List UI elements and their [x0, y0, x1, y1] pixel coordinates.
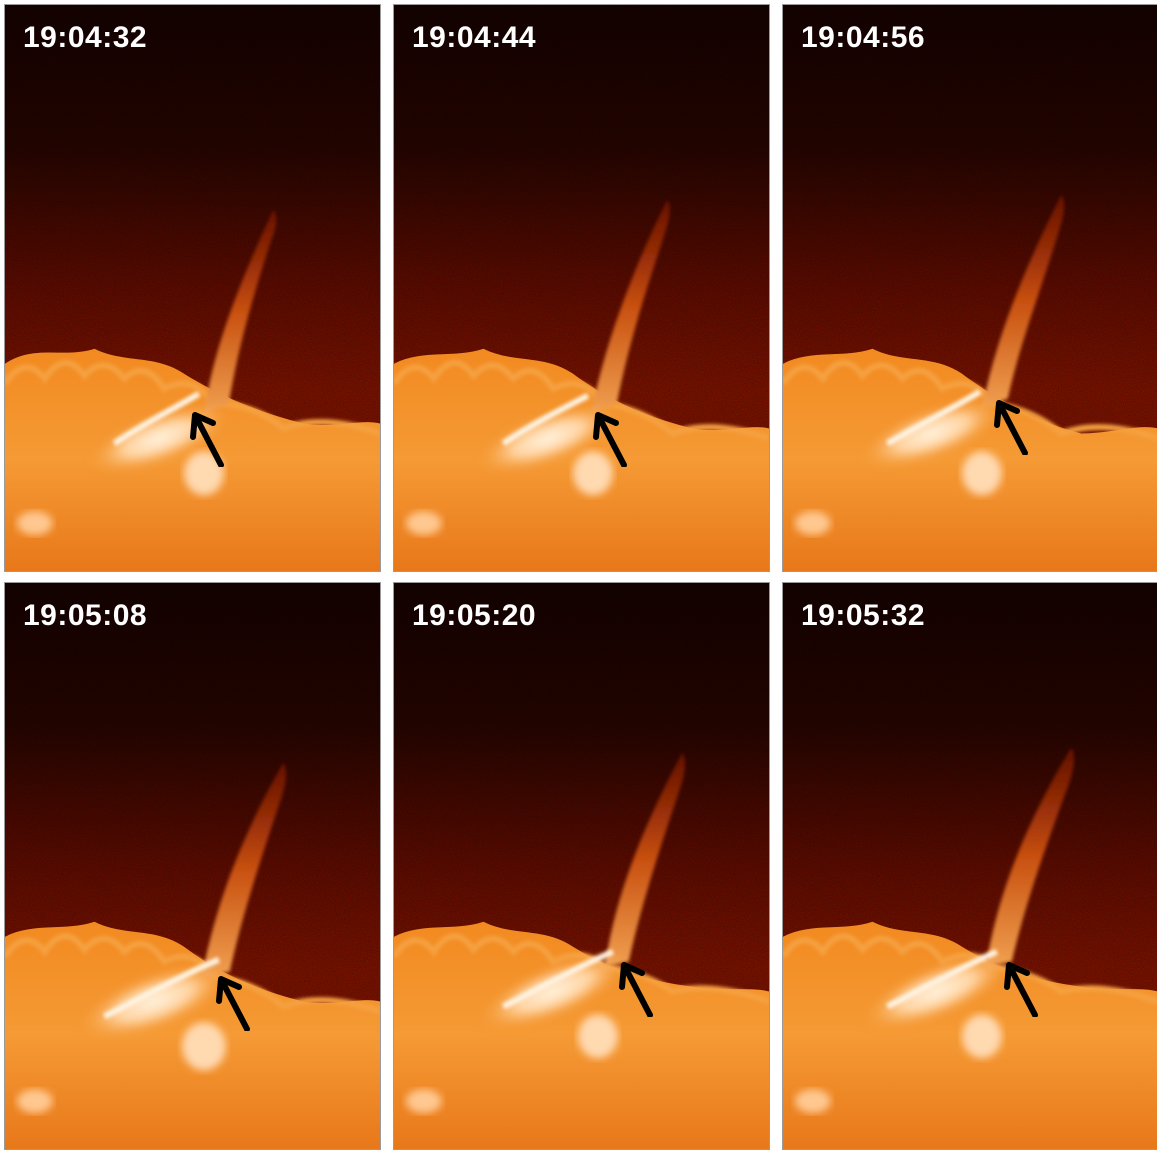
solar-image: [394, 583, 769, 1149]
frame-panel-2: 19:04:44: [393, 4, 770, 572]
arrow-up-left-icon: [994, 400, 1028, 455]
timestamp-label: 19:05:20: [412, 599, 537, 632]
timestamp-label: 19:04:56: [801, 21, 926, 54]
frame-panel-5: 19:05:20: [393, 582, 770, 1150]
timestamp-label: 19:04:44: [412, 21, 537, 54]
timestamp-label: 19:05:08: [23, 599, 148, 632]
frame-panel-1: 19:04:32: [4, 4, 381, 572]
solar-image: [783, 5, 1157, 571]
arrow-up-left-icon: [619, 962, 653, 1017]
arrow-up-left-icon: [190, 412, 224, 467]
arrow-up-left-icon: [216, 976, 250, 1031]
solar-image: [5, 5, 380, 571]
timestamp-label: 19:05:32: [801, 599, 926, 632]
solar-image: [394, 5, 769, 571]
frame-panel-3: 19:04:56: [782, 4, 1157, 572]
solar-image: [5, 583, 380, 1149]
timestamp-label: 19:04:32: [23, 21, 148, 54]
frame-panel-6: 19:05:32: [782, 582, 1157, 1150]
arrow-up-left-icon: [1004, 962, 1038, 1017]
solar-image: [783, 583, 1157, 1149]
arrow-up-left-icon: [593, 412, 627, 467]
frame-panel-4: 19:05:08: [4, 582, 381, 1150]
